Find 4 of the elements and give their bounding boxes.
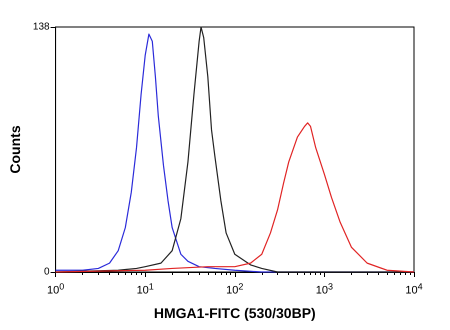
x-axis-title: HMGA1-FITC (530/30BP)	[154, 305, 316, 321]
y-tick-label: 138	[32, 22, 50, 32]
y-axis-title: Counts	[7, 125, 23, 174]
y-tick-label: 0	[44, 266, 50, 278]
